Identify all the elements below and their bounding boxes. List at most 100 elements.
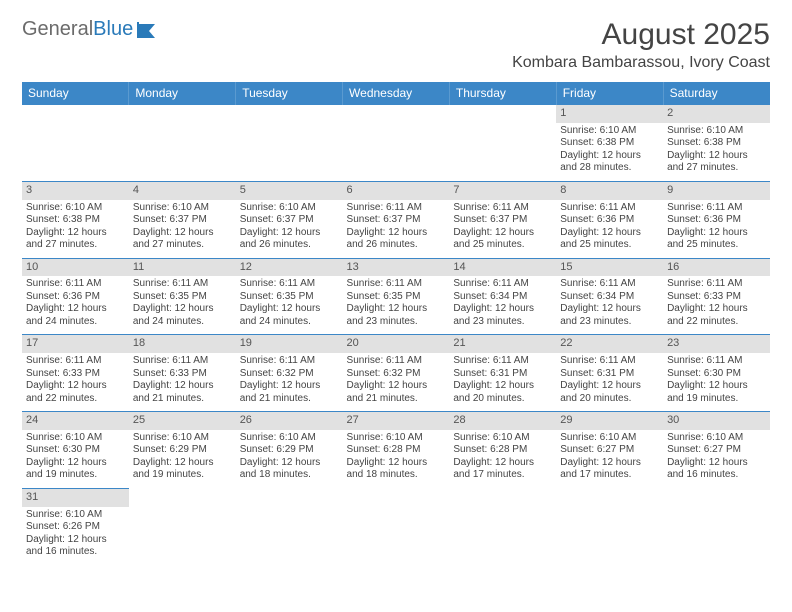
calendar-cell: 10Sunrise: 6:11 AMSunset: 6:36 PMDayligh…	[22, 258, 129, 335]
calendar-cell: 29Sunrise: 6:10 AMSunset: 6:27 PMDayligh…	[556, 412, 663, 489]
daylight-text: and 19 minutes.	[667, 393, 766, 406]
daylight-text: Daylight: 12 hours	[667, 380, 766, 393]
sunset-text: Sunset: 6:35 PM	[133, 291, 232, 304]
calendar-cell: 11Sunrise: 6:11 AMSunset: 6:35 PMDayligh…	[129, 258, 236, 335]
daylight-text: Daylight: 12 hours	[26, 534, 125, 547]
daylight-text: Daylight: 12 hours	[667, 150, 766, 163]
sunset-text: Sunset: 6:36 PM	[667, 214, 766, 227]
calendar-cell	[22, 105, 129, 182]
daylight-text: and 24 minutes.	[240, 316, 339, 329]
sunrise-text: Sunrise: 6:11 AM	[26, 278, 125, 291]
daylight-text: and 25 minutes.	[560, 239, 659, 252]
calendar-cell	[449, 105, 556, 182]
daylight-text: and 21 minutes.	[240, 393, 339, 406]
calendar-cell: 5Sunrise: 6:10 AMSunset: 6:37 PMDaylight…	[236, 181, 343, 258]
day-number: 16	[663, 259, 770, 277]
calendar-table: Sunday Monday Tuesday Wednesday Thursday…	[22, 82, 770, 565]
calendar-body: 1Sunrise: 6:10 AMSunset: 6:38 PMDaylight…	[22, 105, 770, 565]
logo: GeneralBlue	[22, 18, 159, 41]
daylight-text: and 26 minutes.	[347, 239, 446, 252]
calendar-cell: 28Sunrise: 6:10 AMSunset: 6:28 PMDayligh…	[449, 412, 556, 489]
calendar-cell: 25Sunrise: 6:10 AMSunset: 6:29 PMDayligh…	[129, 412, 236, 489]
calendar-cell: 13Sunrise: 6:11 AMSunset: 6:35 PMDayligh…	[343, 258, 450, 335]
sunset-text: Sunset: 6:30 PM	[667, 368, 766, 381]
daylight-text: and 23 minutes.	[453, 316, 552, 329]
calendar-cell: 6Sunrise: 6:11 AMSunset: 6:37 PMDaylight…	[343, 181, 450, 258]
daylight-text: Daylight: 12 hours	[560, 380, 659, 393]
calendar-row: 17Sunrise: 6:11 AMSunset: 6:33 PMDayligh…	[22, 335, 770, 412]
daylight-text: Daylight: 12 hours	[26, 457, 125, 470]
daylight-text: Daylight: 12 hours	[133, 303, 232, 316]
sunrise-text: Sunrise: 6:11 AM	[453, 355, 552, 368]
daylight-text: and 19 minutes.	[133, 469, 232, 482]
calendar-cell: 19Sunrise: 6:11 AMSunset: 6:32 PMDayligh…	[236, 335, 343, 412]
daylight-text: and 24 minutes.	[133, 316, 232, 329]
sunrise-text: Sunrise: 6:11 AM	[240, 355, 339, 368]
sunrise-text: Sunrise: 6:10 AM	[26, 202, 125, 215]
day-number: 30	[663, 412, 770, 430]
daylight-text: and 18 minutes.	[347, 469, 446, 482]
day-header: Sunday	[22, 82, 129, 105]
title-block: August 2025 Kombara Bambarassou, Ivory C…	[512, 18, 770, 72]
sunrise-text: Sunrise: 6:11 AM	[133, 355, 232, 368]
sunrise-text: Sunrise: 6:10 AM	[133, 432, 232, 445]
sunset-text: Sunset: 6:35 PM	[240, 291, 339, 304]
daylight-text: Daylight: 12 hours	[347, 380, 446, 393]
day-number: 26	[236, 412, 343, 430]
calendar-cell: 22Sunrise: 6:11 AMSunset: 6:31 PMDayligh…	[556, 335, 663, 412]
sunrise-text: Sunrise: 6:11 AM	[133, 278, 232, 291]
sunrise-text: Sunrise: 6:10 AM	[240, 432, 339, 445]
sunset-text: Sunset: 6:28 PM	[453, 444, 552, 457]
daylight-text: Daylight: 12 hours	[26, 303, 125, 316]
sunrise-text: Sunrise: 6:10 AM	[26, 432, 125, 445]
sunset-text: Sunset: 6:38 PM	[26, 214, 125, 227]
calendar-cell: 17Sunrise: 6:11 AMSunset: 6:33 PMDayligh…	[22, 335, 129, 412]
daylight-text: and 28 minutes.	[560, 162, 659, 175]
calendar-cell	[449, 488, 556, 564]
sunrise-text: Sunrise: 6:11 AM	[560, 355, 659, 368]
daylight-text: and 18 minutes.	[240, 469, 339, 482]
day-number: 9	[663, 182, 770, 200]
calendar-cell	[236, 105, 343, 182]
logo-text-general: General	[22, 18, 93, 41]
sunset-text: Sunset: 6:34 PM	[453, 291, 552, 304]
day-number: 6	[343, 182, 450, 200]
day-header: Monday	[129, 82, 236, 105]
calendar-cell: 23Sunrise: 6:11 AMSunset: 6:30 PMDayligh…	[663, 335, 770, 412]
day-header: Wednesday	[343, 82, 450, 105]
calendar-cell: 1Sunrise: 6:10 AMSunset: 6:38 PMDaylight…	[556, 105, 663, 182]
calendar-cell: 9Sunrise: 6:11 AMSunset: 6:36 PMDaylight…	[663, 181, 770, 258]
calendar-cell	[343, 105, 450, 182]
day-number: 15	[556, 259, 663, 277]
daylight-text: Daylight: 12 hours	[240, 303, 339, 316]
day-number: 11	[129, 259, 236, 277]
sunrise-text: Sunrise: 6:11 AM	[347, 355, 446, 368]
day-number: 22	[556, 335, 663, 353]
daylight-text: Daylight: 12 hours	[133, 227, 232, 240]
sunset-text: Sunset: 6:27 PM	[667, 444, 766, 457]
calendar-cell: 7Sunrise: 6:11 AMSunset: 6:37 PMDaylight…	[449, 181, 556, 258]
day-number: 24	[22, 412, 129, 430]
daylight-text: and 25 minutes.	[453, 239, 552, 252]
day-number: 8	[556, 182, 663, 200]
calendar-cell	[343, 488, 450, 564]
daylight-text: Daylight: 12 hours	[26, 227, 125, 240]
day-header: Tuesday	[236, 82, 343, 105]
calendar-cell	[129, 105, 236, 182]
day-number: 7	[449, 182, 556, 200]
daylight-text: Daylight: 12 hours	[347, 303, 446, 316]
day-header-row: Sunday Monday Tuesday Wednesday Thursday…	[22, 82, 770, 105]
month-title: August 2025	[512, 18, 770, 52]
sunset-text: Sunset: 6:29 PM	[240, 444, 339, 457]
day-number: 21	[449, 335, 556, 353]
daylight-text: and 27 minutes.	[667, 162, 766, 175]
sunset-text: Sunset: 6:33 PM	[26, 368, 125, 381]
daylight-text: Daylight: 12 hours	[560, 457, 659, 470]
day-number: 10	[22, 259, 129, 277]
daylight-text: and 20 minutes.	[560, 393, 659, 406]
sunset-text: Sunset: 6:37 PM	[347, 214, 446, 227]
location: Kombara Bambarassou, Ivory Coast	[512, 54, 770, 72]
day-number: 25	[129, 412, 236, 430]
sunset-text: Sunset: 6:26 PM	[26, 521, 125, 534]
day-number: 3	[22, 182, 129, 200]
